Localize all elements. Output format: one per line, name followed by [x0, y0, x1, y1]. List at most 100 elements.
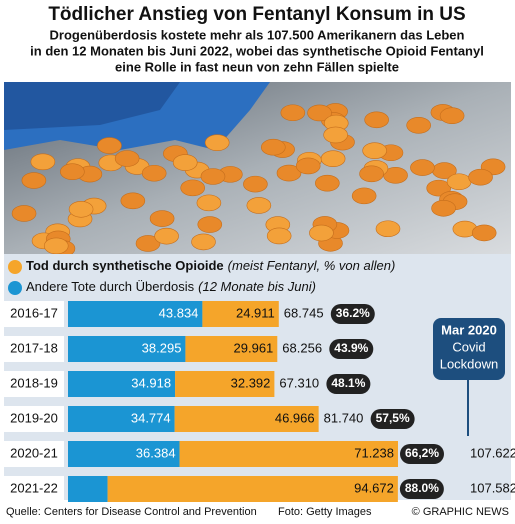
pill [114, 150, 140, 167]
pill [180, 179, 205, 197]
row-label-box [4, 441, 64, 467]
pill [320, 150, 346, 168]
value-label: 34.774 [131, 410, 171, 425]
total-label: 67.310 [279, 375, 319, 390]
pill [60, 163, 85, 181]
share-label: 66,2% [405, 446, 439, 460]
subtitle: eine Rolle in fast neun von zehn Fällen … [115, 59, 399, 74]
value-label: 46.966 [275, 410, 315, 425]
row-label: 2018-19 [10, 375, 58, 390]
value-label: 43.834 [159, 305, 199, 320]
legend-note: (12 Monate bis Juni) [198, 279, 316, 294]
bar-segment [174, 406, 319, 432]
value-label: 38.295 [142, 340, 182, 355]
pill [243, 175, 268, 193]
pill [362, 142, 387, 159]
pill [359, 165, 384, 183]
pill [351, 187, 377, 205]
pill [135, 235, 161, 252]
row-label: 2017-18 [10, 340, 58, 355]
legend-label: Andere Tote durch Überdosis (12 Monate bi… [26, 279, 316, 294]
title: Tödlicher Anstieg von Fentanyl Konsum in… [48, 4, 465, 25]
share-pill [399, 479, 444, 499]
row-label-box [4, 406, 64, 432]
share-pill [400, 444, 444, 464]
legend-label: Tod durch synthetische Opioide (meist Fen… [26, 258, 395, 273]
row-label: 2021-22 [10, 480, 58, 495]
pill [468, 168, 493, 186]
legend-swatch [8, 260, 22, 274]
pill [120, 192, 146, 210]
pill [276, 164, 302, 182]
annotation: Lockdown [440, 356, 499, 371]
pill [315, 174, 340, 192]
pill [471, 224, 497, 242]
bar-segment [175, 371, 275, 397]
share-pill [326, 374, 371, 394]
share-label: 88.0% [405, 481, 439, 495]
value-label: 29.961 [234, 340, 274, 355]
pill [141, 164, 167, 182]
row-label: 2016-17 [10, 305, 58, 320]
pill [406, 117, 431, 134]
pill [154, 227, 179, 245]
pill [191, 233, 216, 251]
legend-note: (meist Fentanyl, % von allen) [228, 258, 396, 273]
annotation: Covid [452, 339, 485, 354]
total-label: 107.582 [470, 480, 515, 495]
value-label: 36.384 [136, 445, 176, 460]
pill [97, 137, 122, 154]
pill [426, 179, 452, 197]
total-label: 68.745 [284, 305, 324, 320]
bar-segment [68, 301, 203, 327]
value-label: 71.238 [354, 445, 394, 460]
bar-segment [107, 476, 398, 502]
share-label: 36.2% [336, 306, 370, 320]
legend-name: Andere Tote durch Überdosis [26, 279, 195, 294]
share-label: 43.9% [334, 341, 368, 355]
pill [431, 199, 456, 217]
bar-segment [202, 301, 279, 327]
pill [439, 107, 465, 125]
annotation: Mar 2020 [441, 322, 497, 337]
bar-segment [68, 336, 186, 362]
bar-segment [185, 336, 278, 362]
credit: © GRAPHIC NEWS [412, 506, 509, 518]
pill [364, 111, 389, 129]
pill [43, 237, 69, 255]
pill [204, 134, 230, 151]
pill [295, 157, 321, 175]
legend-swatch [8, 281, 22, 295]
bar-segment [68, 476, 108, 502]
pill [21, 172, 47, 189]
bar-segment [179, 441, 398, 467]
pill [410, 159, 435, 176]
pill [260, 138, 286, 156]
subtitle: Drogenüberdosis kostete mehr als 107.500… [50, 27, 465, 42]
share-label: 57,5% [376, 411, 410, 425]
pill [196, 194, 222, 212]
legend-name: Tod durch synthetische Opioide [26, 258, 224, 273]
pill [30, 153, 56, 171]
pill [309, 224, 334, 242]
row-label-box [4, 301, 64, 327]
pill [323, 126, 348, 144]
pill [68, 200, 94, 218]
value-label: 94.672 [354, 480, 394, 495]
total-label: 81.740 [324, 410, 364, 425]
row-label-box [4, 336, 64, 362]
annotation-box [433, 318, 505, 380]
pill [197, 216, 223, 233]
bar-segment [68, 406, 175, 432]
share-pill [329, 339, 374, 359]
value-label: 34.918 [131, 375, 171, 390]
row-label-box [4, 476, 64, 502]
pill [149, 210, 175, 227]
row-label: 2019-20 [10, 410, 58, 425]
value-label: 32.392 [231, 375, 271, 390]
value-label: 24.911 [236, 305, 275, 320]
pill [172, 154, 198, 171]
share-label: 48.1% [331, 376, 365, 390]
total-label: 68.256 [282, 340, 322, 355]
